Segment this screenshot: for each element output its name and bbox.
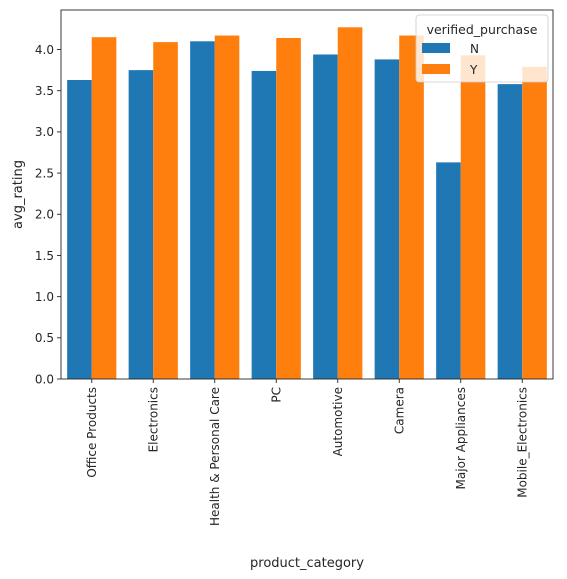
y-axis-title: avg_rating [11,160,26,229]
bar-n-8 [497,84,523,379]
bar-n-6 [374,59,400,380]
y-tick-label: 0.5 [35,331,54,345]
x-tick-label: PC [270,387,284,403]
bar-y-4 [276,38,301,379]
x-axis-title: product_category [250,556,364,571]
bar-n-1 [67,80,92,379]
legend-label-y: Y [469,63,478,77]
bar-y-6 [399,35,424,379]
bar-y-1 [91,37,117,380]
legend: verified_purchase N Y [415,14,549,83]
bar-n-3 [190,41,215,380]
legend-swatch-y [422,64,450,74]
y-tick-label: 0.0 [35,372,54,386]
x-tick-label: Mobile_Electronics [516,387,530,498]
bar-n-5 [313,54,338,379]
bar-y-3 [214,35,240,379]
x-tick-label: Camera [393,387,407,434]
bar-n-2 [128,70,154,379]
x-tick-label: Office Products [85,387,99,478]
y-tick-label: 2.0 [35,208,54,222]
y-tick-label: 3.0 [35,125,54,139]
bar-y-5 [337,27,363,380]
bar-n-7 [436,162,461,379]
legend-swatch-n [422,43,450,53]
y-tick-label: 3.5 [35,84,54,98]
bar-n-4 [251,70,277,379]
plot-frame [60,9,554,380]
bars-group [67,27,547,380]
y-tick-label: 2.5 [35,166,54,180]
bar-y-2 [153,42,178,380]
y-tick-label: 4.0 [35,43,54,57]
bar-y-7 [460,55,486,380]
x-tick-label: Major Appliances [454,387,468,489]
legend-title: verified_purchase [427,22,538,37]
x-tick-label: Automotive [331,387,345,456]
y-tick-label: 1.0 [35,290,54,304]
legend-label-n: N [470,42,479,56]
x-ticks: Office Products Electronics Health & Perso… [85,379,530,526]
y-ticks: 0.0 0.5 1.0 1.5 2.0 2.5 3.0 3.5 4.0 [35,43,61,386]
bar-y-8 [522,66,547,379]
x-tick-label: Health & Personal Care [208,387,222,526]
y-tick-label: 1.5 [35,249,54,263]
x-tick-label: Electronics [147,387,161,452]
